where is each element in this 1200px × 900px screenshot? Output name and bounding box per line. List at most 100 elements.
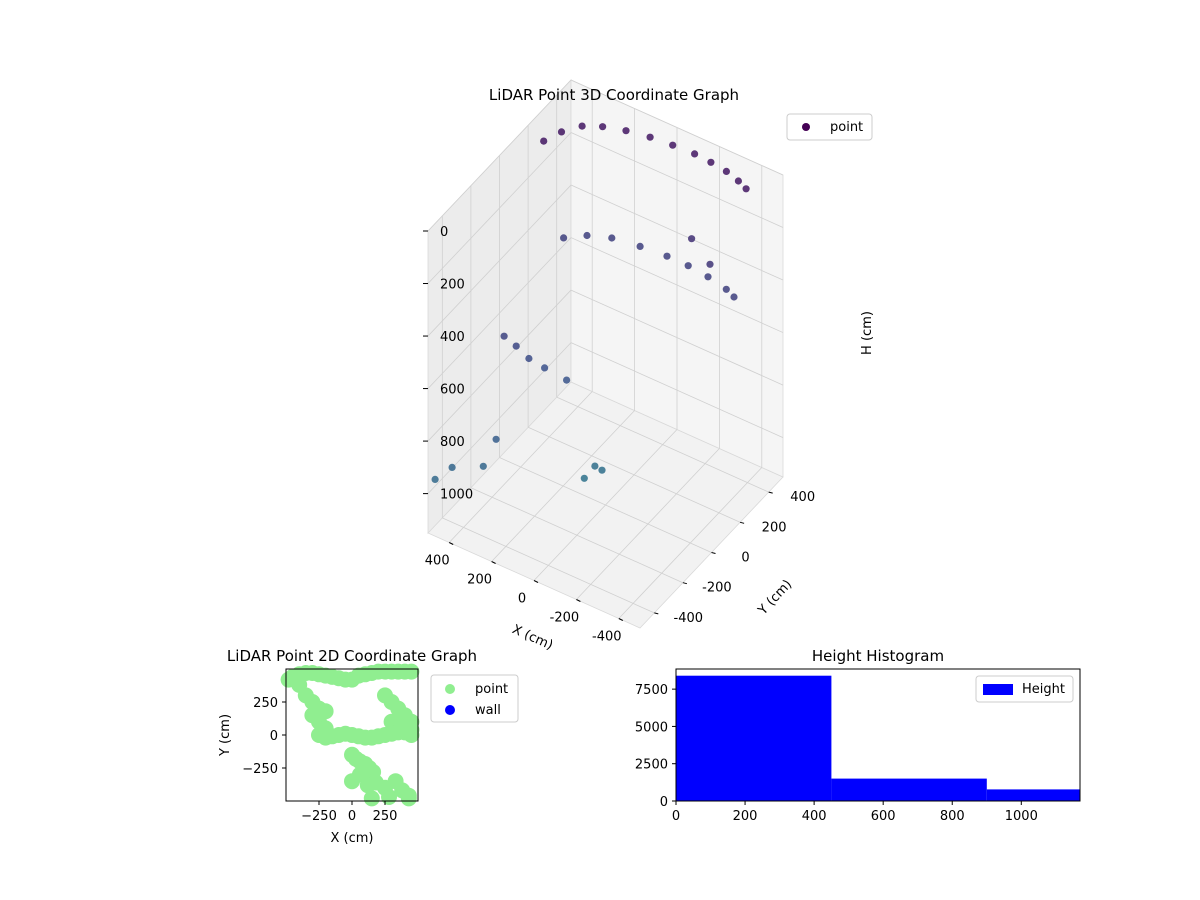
3d-point bbox=[540, 137, 548, 145]
3d-point bbox=[691, 150, 699, 158]
3d-point bbox=[646, 133, 654, 141]
3d-point bbox=[734, 177, 743, 185]
2d-point-point bbox=[381, 789, 397, 805]
3d-y-tick-mark bbox=[654, 612, 659, 615]
3d-point bbox=[608, 234, 616, 242]
legend-2d-marker-point bbox=[445, 684, 455, 694]
3d-point bbox=[722, 167, 731, 175]
3d-z-tick-label: 1000 bbox=[440, 488, 473, 503]
3d-x-tick-mark bbox=[618, 618, 624, 621]
3d-y-tick-mark bbox=[711, 552, 716, 554]
3d-point bbox=[688, 235, 696, 243]
3d-point bbox=[663, 252, 671, 260]
3d-point bbox=[684, 262, 692, 270]
histogram-bars bbox=[676, 675, 1080, 801]
3d-point bbox=[636, 242, 644, 250]
histogram-y-tick-label: 5000 bbox=[635, 720, 668, 735]
x-axis-label-3d: X (cm) bbox=[510, 622, 555, 653]
legend-histogram: Height bbox=[975, 675, 1074, 703]
2d-point-point bbox=[358, 764, 375, 780]
3d-point bbox=[730, 293, 738, 301]
3d-z-tick-label: 200 bbox=[440, 278, 465, 293]
legend-2d: point wall bbox=[430, 674, 519, 723]
3d-grid-z-right bbox=[427, 289, 572, 442]
3d-y-tick-label: 400 bbox=[790, 490, 815, 505]
x-axis-label-2d: X (cm) bbox=[331, 831, 374, 846]
3d-y-tick-label: -200 bbox=[702, 581, 732, 596]
3d-point bbox=[722, 285, 730, 293]
2d-point-point bbox=[403, 721, 420, 738]
3d-grid-y-floor bbox=[527, 426, 741, 523]
3d-y-tick-mark bbox=[768, 491, 773, 494]
3d-point bbox=[512, 342, 520, 350]
histogram-x-tick-label: 0 bbox=[672, 809, 680, 824]
3d-point bbox=[479, 462, 487, 470]
2d-point-point bbox=[344, 773, 360, 790]
z-axis-label-3d: H (cm) bbox=[860, 311, 875, 355]
y-axis-label-2d: Y (cm) bbox=[218, 714, 233, 757]
legend-3d-frame bbox=[786, 113, 873, 141]
2d-axes: −250 0 250 −250 0 250 bbox=[242, 668, 419, 824]
legend-3d-marker bbox=[802, 123, 810, 131]
3d-scatter-points bbox=[431, 122, 750, 483]
3d-point bbox=[591, 462, 599, 470]
3d-z-tick-label: 400 bbox=[440, 330, 465, 345]
3d-gridlines bbox=[427, 79, 784, 619]
3d-x-tick-mark bbox=[576, 599, 581, 602]
2d-x-tick-label: −250 bbox=[301, 809, 337, 824]
3d-grid-y-floor bbox=[470, 487, 684, 584]
3d-point bbox=[500, 332, 508, 340]
3d-x-tick-label: -400 bbox=[592, 630, 622, 645]
3d-point bbox=[706, 260, 714, 268]
3d-y-tick-mark bbox=[739, 521, 745, 524]
histogram-axes-frame bbox=[675, 668, 1081, 802]
3d-point bbox=[580, 474, 588, 482]
3d-z-tick-label: 0 bbox=[440, 225, 448, 240]
3d-grid-z-back bbox=[570, 79, 784, 176]
2d-scatter-points bbox=[280, 663, 420, 807]
histogram-y-tick-label: 2500 bbox=[635, 758, 668, 773]
3d-z-tick-label: 800 bbox=[440, 435, 465, 450]
chart-title-histogram: Height Histogram bbox=[812, 647, 944, 665]
3d-z-tick-label: 600 bbox=[440, 383, 465, 398]
3d-grid-z-back bbox=[570, 237, 784, 333]
2d-x-tick-label: 0 bbox=[348, 809, 356, 824]
3d-grid-y-floor bbox=[556, 396, 769, 493]
histogram-x-tick-label: 200 bbox=[733, 809, 758, 824]
3d-point bbox=[578, 122, 586, 130]
histogram-x-tick-label: 800 bbox=[940, 809, 965, 824]
3d-x-tick-label: 0 bbox=[518, 592, 526, 607]
3d-x-tick-label: -200 bbox=[550, 611, 580, 626]
3d-point bbox=[704, 273, 712, 281]
3d-point bbox=[707, 158, 715, 166]
3d-grid-z-right bbox=[427, 184, 572, 337]
3d-point bbox=[557, 128, 566, 136]
legend-2d-marker-wall bbox=[445, 705, 455, 715]
legend-histogram-swatch bbox=[983, 684, 1013, 695]
3d-point bbox=[560, 234, 568, 242]
3d-x-tick-mark bbox=[533, 580, 539, 583]
3d-x-tick-mark bbox=[448, 542, 454, 545]
3d-grid-z-back bbox=[570, 132, 784, 228]
2d-y-tick-label: 0 bbox=[270, 729, 278, 744]
3d-point bbox=[563, 376, 571, 384]
3d-grid-y-floor bbox=[442, 517, 655, 614]
2d-y-tick-label: −250 bbox=[242, 762, 278, 777]
chart-title-2d: LiDAR Point 2D Coordinate Graph bbox=[227, 647, 477, 665]
3d-point bbox=[448, 463, 456, 471]
2d-point-point bbox=[400, 790, 417, 807]
plot-3d: -400-2000200400-400-20002004000200400600… bbox=[423, 78, 875, 653]
2d-x-tick-label: 250 bbox=[373, 809, 398, 824]
3d-point bbox=[541, 364, 549, 372]
histogram-bar bbox=[986, 789, 1080, 801]
chart-title-3d: LiDAR Point 3D Coordinate Graph bbox=[489, 86, 739, 104]
3d-point bbox=[492, 435, 500, 443]
2d-point-point bbox=[363, 790, 380, 807]
histogram-y-tick-label: 7500 bbox=[635, 683, 668, 698]
3d-point bbox=[431, 475, 439, 483]
legend-histogram-frame bbox=[975, 675, 1074, 703]
3d-y-tick-mark bbox=[682, 582, 688, 585]
histogram-bar bbox=[831, 778, 987, 801]
histogram-x-tick-label: 400 bbox=[802, 809, 827, 824]
